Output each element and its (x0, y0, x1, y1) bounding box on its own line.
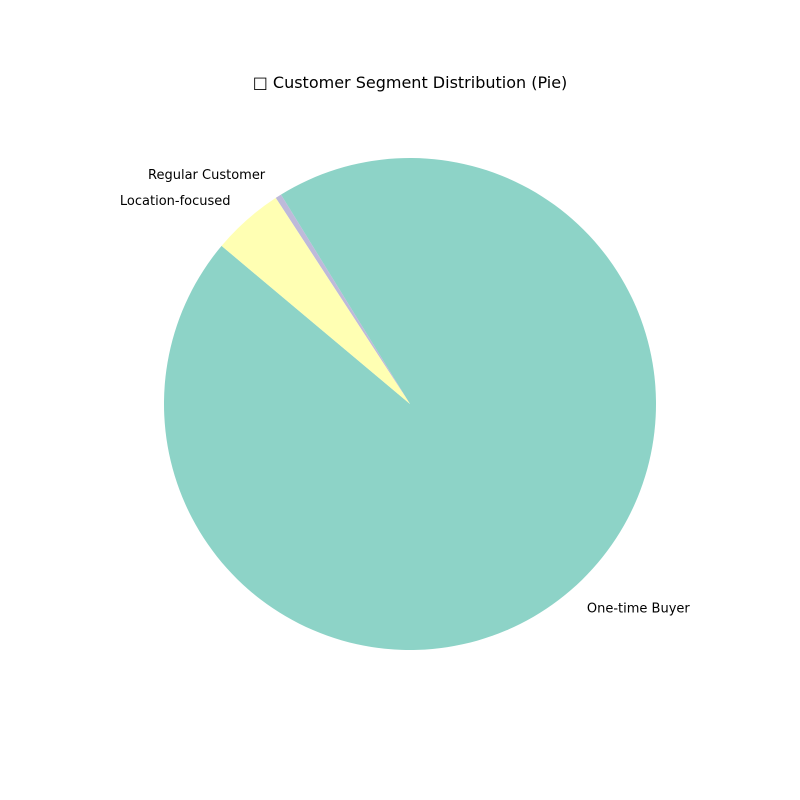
chart-title: □ Customer Segment Distribution (Pie) (253, 73, 568, 92)
pie-slice-location-focused (221, 197, 410, 404)
pie-slice-one-time-buyer (164, 157, 656, 650)
slice-label-regular-customer: Regular Customer (148, 168, 266, 183)
pie-slice-regular-customer (275, 194, 410, 404)
pie-slices (164, 157, 656, 650)
pie-slice-labels: One-time Buyer Regular Customer Location-f… (120, 168, 690, 616)
slice-label-one-time-buyer: One-time Buyer (587, 601, 691, 616)
slice-label-location-focused: Location-focused (120, 194, 231, 209)
